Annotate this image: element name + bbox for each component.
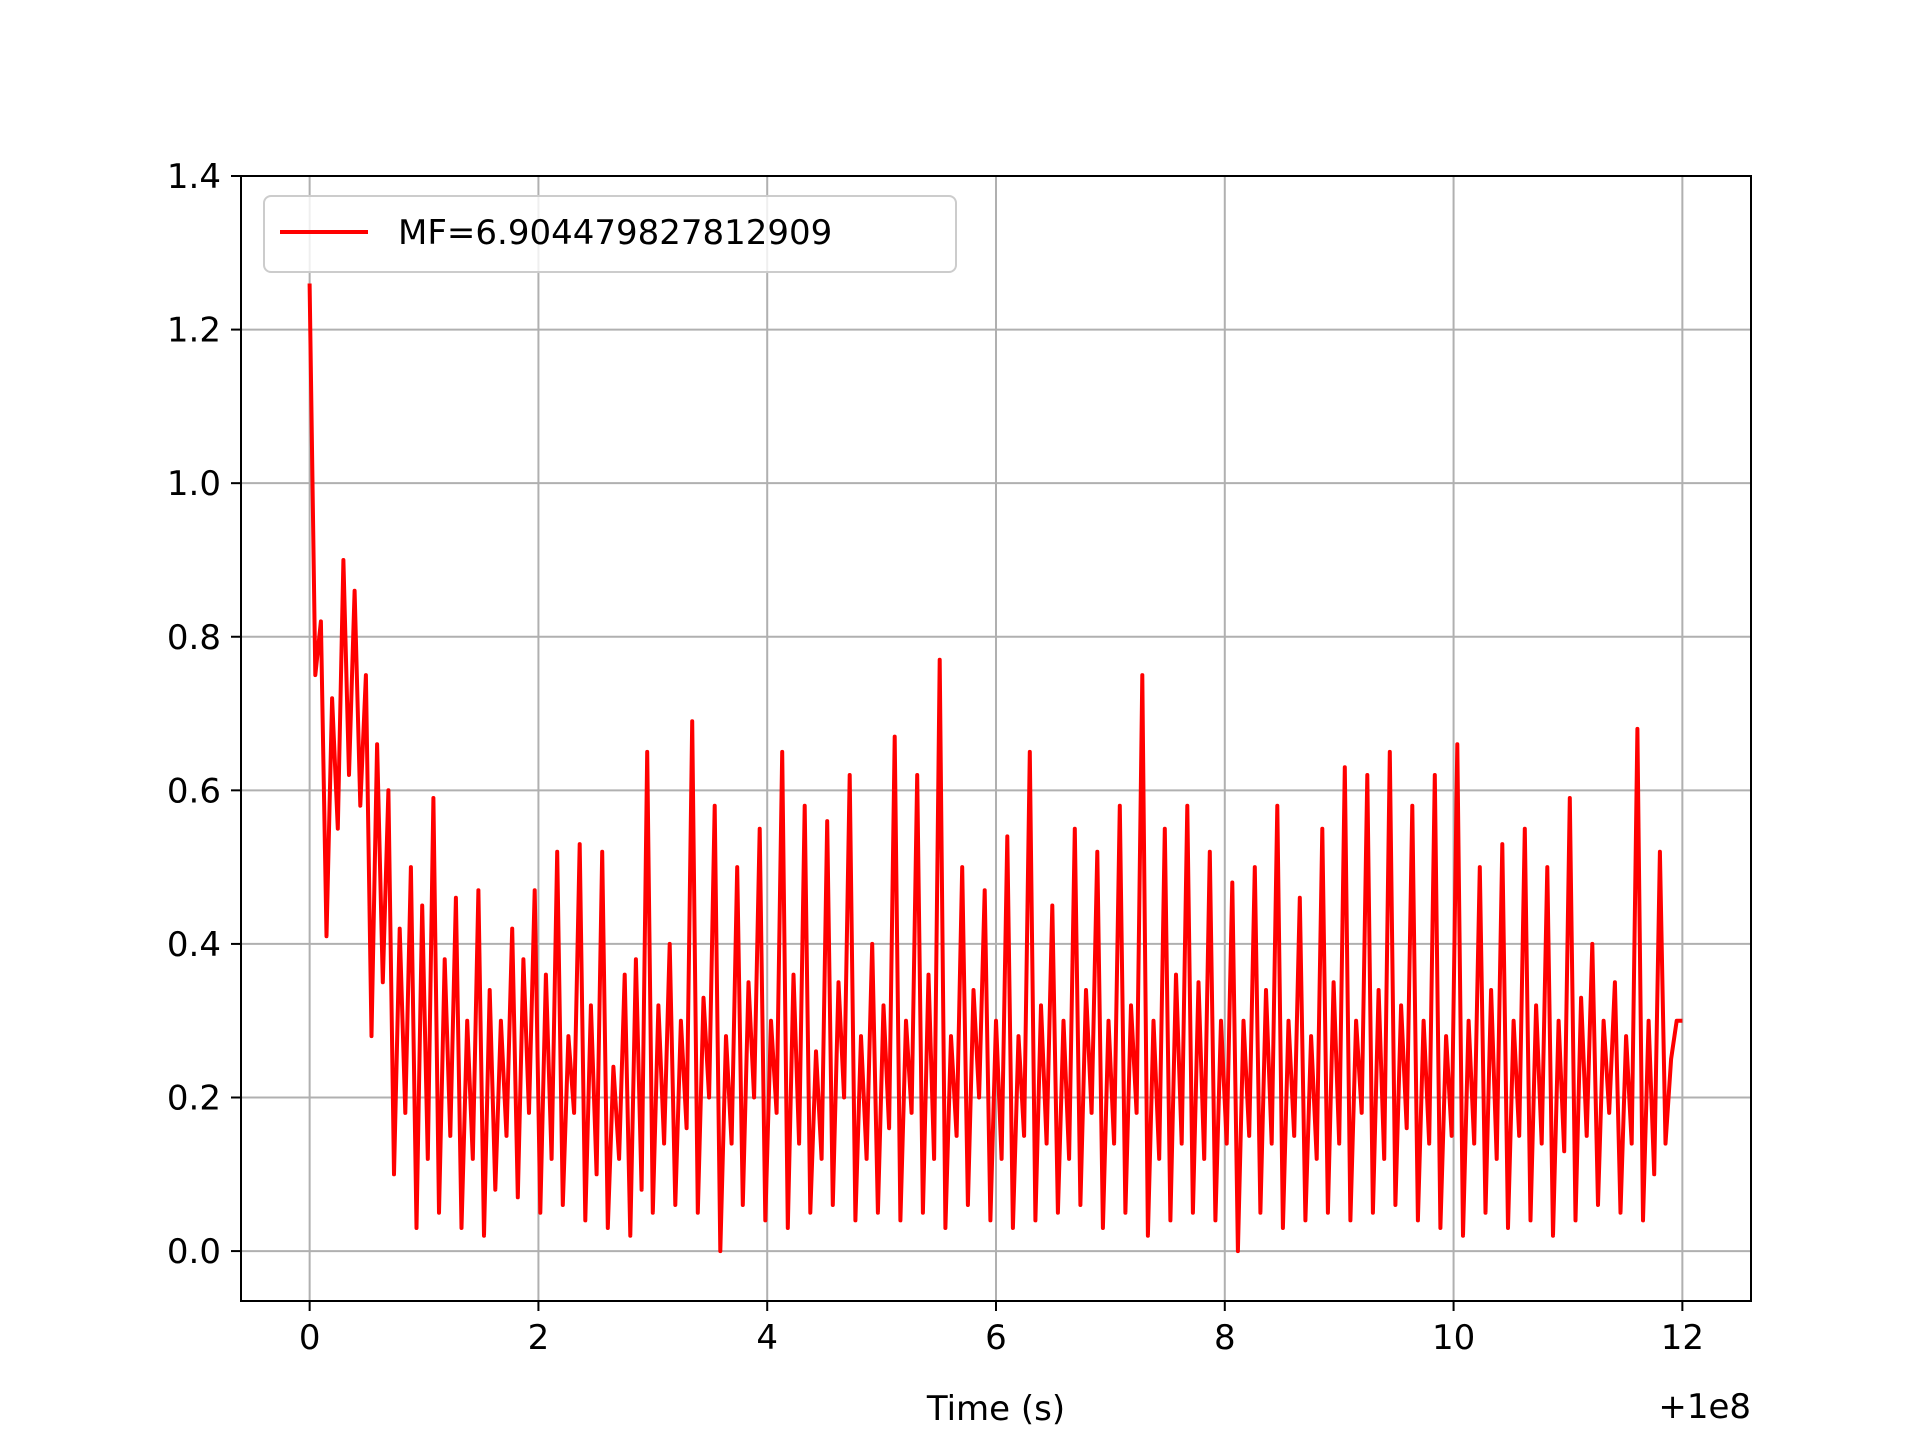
x-tick-label: 2 [528, 1318, 550, 1358]
y-tick-label: 1.4 [167, 157, 221, 197]
x-axis: 0 2 4 6 8 10 12 [299, 1301, 1704, 1358]
series-line [307, 283, 1683, 1254]
x-tick-label: 8 [1214, 1318, 1236, 1358]
y-tick-label: 1.0 [167, 464, 221, 504]
x-tick-label: 6 [985, 1318, 1007, 1358]
y-tick-label: 0.2 [167, 1079, 221, 1119]
y-tick-label: 0.0 [167, 1232, 221, 1272]
x-offset-label: +1e8 [1658, 1387, 1751, 1427]
x-axis-label: Time (s) [926, 1389, 1065, 1429]
legend-box [263, 195, 957, 273]
y-tick-label: 1.2 [167, 311, 221, 351]
y-axis: 0.0 0.2 0.4 0.6 0.8 1.0 1.2 1.4 [167, 157, 241, 1272]
x-tick-label: 0 [299, 1318, 321, 1358]
grid [241, 175, 1751, 1301]
y-tick-label: 0.4 [167, 925, 221, 965]
x-tick-label: 12 [1661, 1318, 1704, 1358]
series-layer [307, 283, 1683, 1254]
legend-label: MF=6.904479827812909 [398, 213, 832, 253]
y-tick-label: 0.8 [167, 618, 221, 658]
y-tick-label: 0.6 [167, 771, 221, 811]
x-tick-label: 10 [1432, 1318, 1475, 1358]
legend: MF=6.904479827812909 [263, 195, 957, 273]
x-tick-label: 4 [756, 1318, 778, 1358]
